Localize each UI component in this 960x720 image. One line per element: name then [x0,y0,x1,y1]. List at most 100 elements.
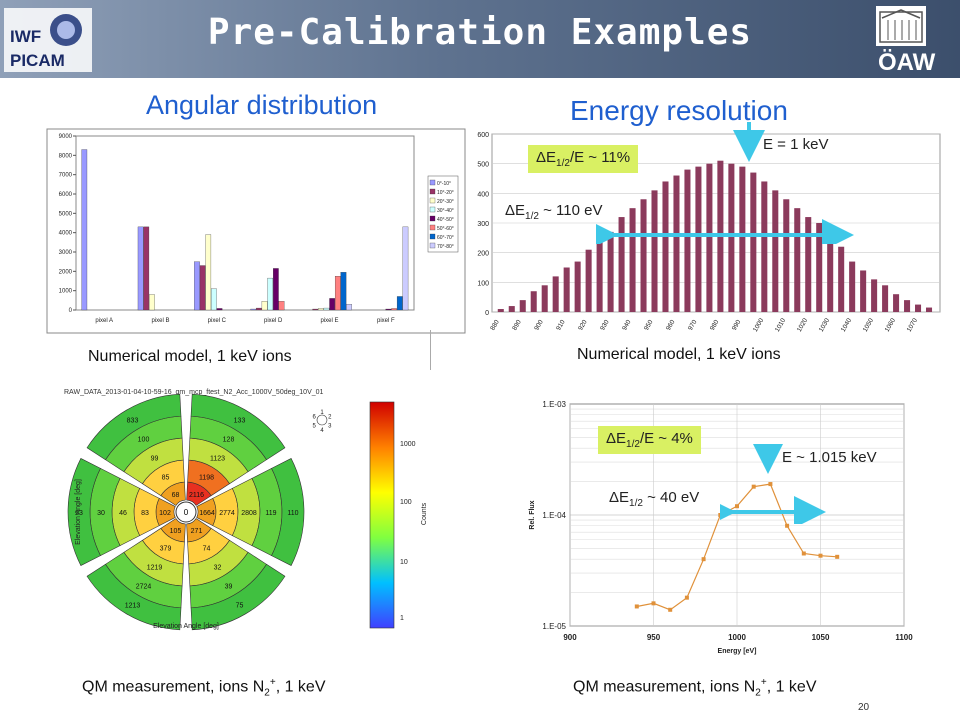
arrows-top [596,122,854,244]
legend-box [427,175,459,253]
bar [882,285,889,312]
fwhm-value: ~ 110 eV [538,202,603,219]
cell-value: 105 [170,528,182,535]
data-point [801,551,806,556]
delta-subscript: 1/2 [525,211,539,222]
legend-label: 10°-20° [437,190,454,196]
plot-area [75,135,415,311]
delta-symbol: ΔE [609,489,630,506]
caption-text: QM measurement, ions N [82,678,265,696]
x-tick-label: 890 [511,318,523,331]
bar [563,267,570,312]
data-point [785,523,790,528]
ratio-value: /E ~ 4% [639,430,693,447]
bar [849,261,856,312]
map-cell [190,563,286,631]
y-tick-label: 2000 [59,269,73,275]
data-point [651,601,656,606]
y-tick-label: 8000 [59,153,73,159]
cell-value: 85 [162,474,170,481]
cell-value: 74 [203,546,211,553]
annotation-top-ratio: ΔE1/2/E ~ 11% [528,145,639,173]
bar [199,265,206,311]
polar-count-map: RAW_DATA_2013-01-04-10-59-16_qm_mcp_ftes… [60,384,440,632]
bar [618,217,625,312]
bar [318,308,324,311]
map-cell [67,458,101,566]
y-tick-label: 3000 [59,250,73,256]
delta-symbol: ΔE [606,430,627,447]
bar [926,307,933,312]
data-point [701,557,706,562]
logo-oaw-text: ÖAW [878,49,936,74]
bar [838,246,845,312]
bar [346,304,352,311]
bar [827,234,834,312]
bar [805,217,812,312]
anode-number: 5 [313,424,317,430]
bar [585,249,592,312]
cell-value: 99 [151,455,159,462]
y-tick-label: 1000 [59,289,73,295]
legend-swatch [429,224,436,231]
x-axis-label: Elevation Angle [deg] [153,623,219,630]
bar [574,261,581,312]
bar [194,261,200,311]
delta-subscript: 1/2 [626,439,640,450]
x-tick-label: 1050 [862,317,875,333]
x-tick-label: pixel B [151,318,169,324]
caption-subscript: 2 [264,687,270,699]
caption-superscript: + [760,677,767,688]
data-point [768,482,773,487]
energy-resolution-title: Energy resolution [570,95,788,126]
page-number: 20 [858,702,870,713]
cell-value: 23 [75,510,83,517]
x-tick-label: 1040 [840,317,853,333]
x-tick-label: 900 [533,318,545,331]
cell-value: 833 [127,417,139,424]
bar [402,226,409,311]
x-tick-label: 950 [643,318,655,331]
bar [81,149,88,311]
header-bar [0,0,960,78]
map-cell [271,458,305,566]
cell-value: 83 [141,510,149,517]
x-tick-label: 910 [555,318,567,331]
colorbar [369,401,395,629]
y-tick-label: 400 [477,191,489,198]
legend-swatch [429,233,436,240]
colorbar-tick: 1 [400,615,404,622]
data-point [668,607,673,612]
bar [391,308,397,311]
data-point [634,604,639,609]
legend-swatch [429,215,436,222]
x-tick-label: 920 [577,318,589,331]
y-tick-label: 6000 [59,192,73,198]
cell-value: 68 [172,492,180,499]
bar [640,199,647,312]
caption-superscript: + [269,677,276,688]
bar [329,298,336,311]
y-tick-label: 9000 [59,134,73,140]
cell-value: 271 [191,528,203,535]
y-tick-label: 200 [477,251,489,258]
bar [794,208,801,312]
cell-value: 30 [97,510,105,517]
legend-label: 70°-80° [437,244,454,250]
x-tick-label: 970 [687,318,699,331]
bar [893,294,900,312]
y-tick-label: 7000 [59,173,73,179]
cell-value: 2808 [241,510,257,517]
fwhm-value: ~ 40 eV [642,489,700,506]
x-tick-label: pixel D [264,318,283,324]
caption-suffix: , 1 keV [766,678,817,696]
cell-value: 2724 [136,584,152,591]
bar [860,270,867,312]
cell-value: 32 [214,565,222,572]
page-title: Pre-Calibration Examples [207,12,753,53]
x-tick-label: 990 [731,318,743,331]
bar [211,288,217,311]
bar [216,308,223,311]
bar [629,208,636,312]
x-tick-label: pixel E [320,318,338,324]
